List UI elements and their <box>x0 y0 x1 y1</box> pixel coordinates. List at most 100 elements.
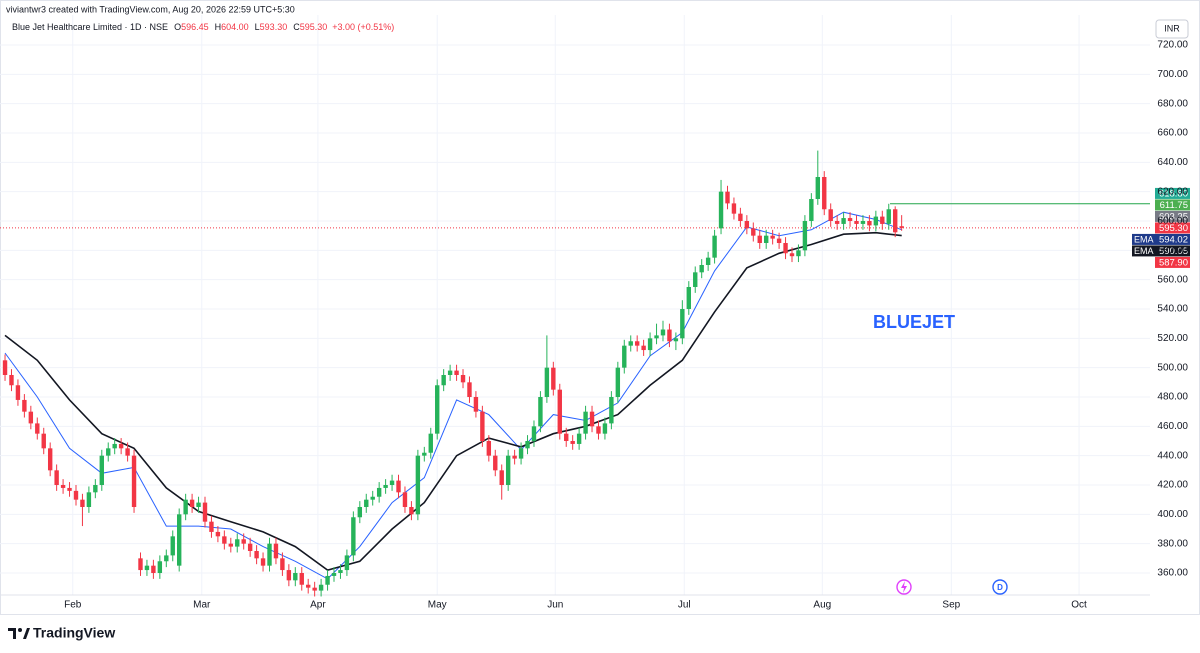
x-tick-label: Jul <box>678 600 691 611</box>
dividend-marker[interactable]: D <box>997 583 1003 592</box>
candle-body <box>357 506 363 518</box>
candle-body <box>783 242 788 254</box>
candle-body <box>299 572 304 585</box>
y-tick-label: 720.00 <box>1157 40 1188 51</box>
candle-body <box>364 499 369 507</box>
legend-item: Blue Jet Healthcare Limited · 1D · NSE <box>12 22 168 32</box>
price-label-tag: EMA <box>1134 246 1154 256</box>
x-tick-label: Oct <box>1071 600 1087 611</box>
candle-body <box>22 399 27 412</box>
candle-body <box>725 191 730 204</box>
dividend-icon[interactable] <box>992 579 1008 595</box>
y-tick-label: 680.00 <box>1157 98 1188 109</box>
candle-body <box>473 396 479 412</box>
candle-body <box>2 360 8 375</box>
price-label-text: 611.75 <box>1160 200 1188 211</box>
price-label-box <box>1155 187 1190 199</box>
candle-body <box>447 370 453 375</box>
candle-body <box>209 521 214 532</box>
logo-dot <box>18 628 22 632</box>
footer-logo <box>8 628 30 639</box>
candle-body <box>215 531 221 537</box>
y-tick-label: 360.00 <box>1157 568 1188 579</box>
price-label-box <box>1132 233 1190 245</box>
candle-body <box>841 218 846 224</box>
y-tick-label: 700.00 <box>1157 69 1188 80</box>
price-label-text: 594.02 <box>1159 234 1188 245</box>
x-tick-label: May <box>428 600 447 611</box>
candle-body <box>41 433 46 449</box>
currency-box[interactable] <box>1155 19 1189 39</box>
price-label-box <box>1155 256 1190 268</box>
price-label: 595.30 <box>1155 222 1190 234</box>
candle-body <box>770 235 775 239</box>
candle-body <box>176 514 182 566</box>
candle-body <box>325 575 330 585</box>
candle-body <box>164 555 169 562</box>
price-label: 603.35 <box>1155 210 1190 222</box>
candle-body <box>9 374 14 386</box>
candle-body <box>331 572 337 576</box>
candle-body <box>544 367 550 397</box>
candle-body <box>757 235 762 243</box>
candle-body <box>260 558 266 566</box>
candle-body <box>718 191 724 229</box>
ema-line <box>4 231 902 571</box>
candle-body <box>351 517 356 556</box>
candle-body <box>60 484 66 488</box>
candle-body <box>170 536 175 556</box>
price-label-tag: EMA <box>1134 234 1154 244</box>
candle-body <box>99 455 104 485</box>
candle-body <box>686 286 691 309</box>
candle-body <box>557 389 562 434</box>
candle-body <box>267 543 272 566</box>
price-label-box <box>1155 222 1190 234</box>
legend-item: +3.00 (+0.51%) <box>332 22 394 32</box>
candle-body <box>112 443 117 449</box>
candle-body <box>370 496 375 500</box>
candle-body <box>131 455 137 507</box>
y-tick-label: 440.00 <box>1157 450 1188 461</box>
candle-body <box>228 543 233 547</box>
candle-body <box>312 587 317 591</box>
grid <box>0 15 1150 595</box>
candle-body <box>589 411 595 427</box>
candle-body <box>247 543 253 551</box>
price-label-text: 603.35 <box>1159 211 1188 222</box>
candle-body <box>93 484 98 493</box>
candle-body <box>435 385 440 434</box>
earnings-bolt <box>901 581 907 593</box>
logo-mark <box>8 628 16 639</box>
candle-body <box>802 220 808 251</box>
candle-body <box>660 329 666 336</box>
currency[interactable]: INR <box>1164 23 1180 33</box>
candle-body <box>680 308 685 339</box>
candle-body <box>273 543 279 559</box>
y-tick-label: 400.00 <box>1157 509 1188 520</box>
candle-body <box>576 433 582 444</box>
candle-body <box>47 448 53 471</box>
candle-body <box>202 502 208 522</box>
candle-body <box>35 423 40 434</box>
candle-body <box>499 470 504 485</box>
candle-body <box>54 470 59 485</box>
candle-body <box>699 264 704 273</box>
candle-body <box>538 396 543 427</box>
plot <box>0 150 1150 597</box>
y-tick-label: 500.00 <box>1157 362 1188 373</box>
candle-body <box>634 341 640 346</box>
candle-body <box>306 584 311 588</box>
candle-body <box>467 382 472 397</box>
candle-body <box>422 452 427 456</box>
x-tick-label: Sep <box>942 600 960 611</box>
y-tick-label: 540.00 <box>1157 304 1188 315</box>
candle-body <box>564 433 569 441</box>
legend-item: C <box>293 22 300 32</box>
y-tick-label: 460.00 <box>1157 421 1188 432</box>
y-tick-label: 660.00 <box>1157 128 1188 139</box>
ema-line <box>4 211 902 580</box>
candle-body <box>854 220 859 224</box>
candle-body <box>641 345 646 351</box>
